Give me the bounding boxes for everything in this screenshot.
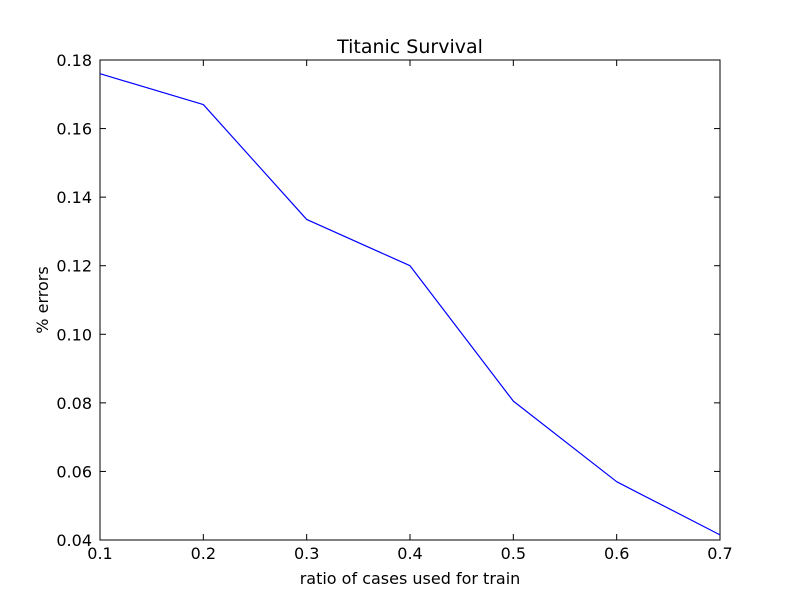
- x-tick-label: 0.4: [397, 544, 422, 563]
- y-tick-label: 0.16: [56, 120, 92, 139]
- x-axis-label: ratio of cases used for train: [300, 569, 521, 588]
- y-tick-label: 0.08: [56, 394, 92, 413]
- x-tick-label: 0.3: [294, 544, 319, 563]
- x-tick-label: 0.1: [87, 544, 112, 563]
- series-line: [99, 73, 721, 536]
- y-tick-label: 0.18: [56, 51, 92, 70]
- y-tick-label: 0.04: [56, 531, 92, 550]
- x-tick-label: 0.2: [191, 544, 216, 563]
- chart-title: Titanic Survival: [336, 36, 483, 58]
- plot-area: 0.1 0.2 0.3 0.4 0.5 0.6 0.7 0.04 0.06 0.08 0.10 0.1…: [56, 51, 732, 563]
- y-tick-label: 0.14: [56, 188, 92, 207]
- x-tick-label: 0.6: [604, 544, 629, 563]
- y-tick-label: 0.12: [56, 257, 92, 276]
- y-axis-label: % errors: [33, 266, 52, 333]
- y-tick-label: 0.06: [56, 462, 92, 481]
- x-tick-label: 0.7: [707, 544, 732, 563]
- plot-frame: [99, 59, 721, 541]
- x-tick-label: 0.5: [501, 544, 526, 563]
- y-tick-label: 0.10: [56, 325, 92, 344]
